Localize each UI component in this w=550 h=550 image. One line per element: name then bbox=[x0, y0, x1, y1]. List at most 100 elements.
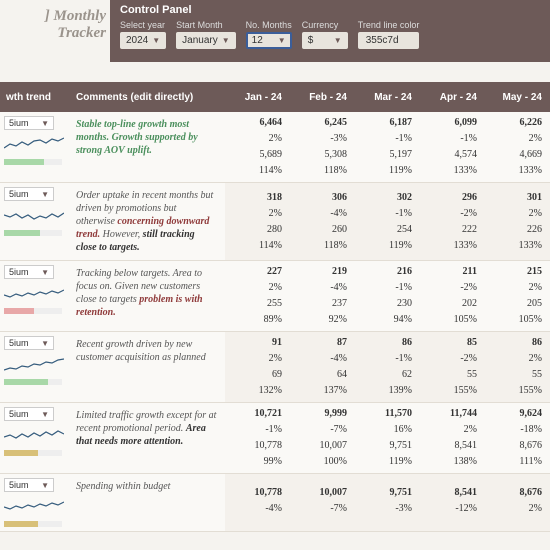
cp-year-label: Select year bbox=[120, 20, 166, 30]
data-cell: 912%69132% bbox=[225, 332, 290, 402]
data-cell: 10,778-4% bbox=[225, 474, 290, 531]
data-cell: 6,4642%5,689114% bbox=[225, 112, 290, 182]
trend-col: 5ium▼ bbox=[0, 261, 70, 331]
sparkline bbox=[4, 282, 64, 304]
col-header-trend: wth trend bbox=[0, 92, 70, 103]
title-area: ] Monthly Tracker bbox=[0, 0, 110, 62]
severity-select[interactable]: 5ium▼ bbox=[4, 478, 54, 492]
currency-value: $ bbox=[308, 35, 314, 46]
data-cell: 9,751-3% bbox=[355, 474, 420, 531]
severity-select[interactable]: 5ium▼ bbox=[4, 407, 54, 421]
metric-section: 5ium▼ Recent growth driven by new custome… bbox=[0, 332, 550, 403]
sparkline bbox=[4, 424, 64, 446]
cp-currency-label: Currency bbox=[302, 20, 348, 30]
chevron-down-icon: ▼ bbox=[152, 36, 160, 45]
comments-cell[interactable]: Stable top-line growth most months. Grow… bbox=[70, 112, 225, 182]
chevron-down-icon: ▼ bbox=[41, 190, 49, 199]
data-cell: 3012%226133% bbox=[485, 183, 550, 260]
control-panel: Control Panel Select year 2024 ▼ Start M… bbox=[110, 0, 550, 62]
comments-cell[interactable]: Tracking below targets. Area to focus on… bbox=[70, 261, 225, 331]
col-header-m1: Feb - 24 bbox=[290, 92, 355, 103]
trend-color-value[interactable]: 355c7d bbox=[358, 32, 420, 49]
mini-bar bbox=[4, 379, 62, 385]
mini-bar bbox=[4, 308, 62, 314]
severity-select[interactable]: 5ium▼ bbox=[4, 265, 54, 279]
data-cell: 6,2262%4,669133% bbox=[485, 112, 550, 182]
mini-bar bbox=[4, 230, 62, 236]
page-title: ] Monthly Tracker bbox=[0, 8, 106, 42]
data-cell: 219-4%23792% bbox=[290, 261, 355, 331]
data-cell: 87-4%64137% bbox=[290, 332, 355, 402]
data-cell: 296-2%222133% bbox=[420, 183, 485, 260]
severity-select[interactable]: 5ium▼ bbox=[4, 187, 54, 201]
mini-bar bbox=[4, 450, 62, 456]
cp-months-label: No. Months bbox=[246, 20, 292, 30]
data-cell: 86-1%62139% bbox=[355, 332, 420, 402]
data-cell: 10,721-1%10,77899% bbox=[225, 403, 290, 473]
data-cell: 9,999-7%10,007100% bbox=[290, 403, 355, 473]
col-header-m0: Jan - 24 bbox=[225, 92, 290, 103]
cp-start-month-label: Start Month bbox=[176, 20, 236, 30]
trend-col: 5ium▼ bbox=[0, 112, 70, 182]
months-value: 12 bbox=[252, 35, 263, 46]
chevron-down-icon: ▼ bbox=[41, 268, 49, 277]
metric-section: 5ium▼ Limited traffic growth except for a… bbox=[0, 403, 550, 474]
mini-bar bbox=[4, 159, 62, 165]
trend-col: 5ium▼ bbox=[0, 403, 70, 473]
data-cell: 9,624-18%8,676111% bbox=[485, 403, 550, 473]
cp-months: No. Months 12 ▼ bbox=[246, 20, 292, 49]
year-value: 2024 bbox=[126, 35, 148, 46]
months-select[interactable]: 12 ▼ bbox=[246, 32, 292, 49]
start-month-value: January bbox=[182, 35, 218, 46]
data-cell: 6,245-3%5,308118% bbox=[290, 112, 355, 182]
comments-cell[interactable]: Spending within budget bbox=[70, 474, 225, 531]
cp-trend-color: Trend line color 355c7d bbox=[358, 20, 420, 49]
severity-select[interactable]: 5ium▼ bbox=[4, 116, 54, 130]
col-header-m4: May - 24 bbox=[485, 92, 550, 103]
col-header-comments: Comments (edit directly) bbox=[70, 92, 225, 103]
currency-select[interactable]: $ ▼ bbox=[302, 32, 348, 49]
chevron-down-icon: ▼ bbox=[41, 410, 49, 419]
data-cell: 216-1%23094% bbox=[355, 261, 420, 331]
chevron-down-icon: ▼ bbox=[41, 481, 49, 490]
metric-section: 5ium▼ Stable top-line growth most months.… bbox=[0, 112, 550, 183]
control-panel-title: Control Panel bbox=[120, 4, 540, 16]
data-cell: 211-2%202105% bbox=[420, 261, 485, 331]
sparkline bbox=[4, 353, 64, 375]
chevron-down-icon: ▼ bbox=[41, 119, 49, 128]
data-cell: 85-2%55155% bbox=[420, 332, 485, 402]
sparkline bbox=[4, 204, 64, 226]
comments-cell[interactable]: Order uptake in recent months but driven… bbox=[70, 183, 225, 260]
data-cell: 2152%205105% bbox=[485, 261, 550, 331]
data-cell: 8,6762% bbox=[485, 474, 550, 531]
chevron-down-icon: ▼ bbox=[334, 36, 342, 45]
comments-cell[interactable]: Limited traffic growth except for at rec… bbox=[70, 403, 225, 473]
start-month-select[interactable]: January ▼ bbox=[176, 32, 236, 49]
comments-cell[interactable]: Recent growth driven by new customer acq… bbox=[70, 332, 225, 402]
cp-start-month: Start Month January ▼ bbox=[176, 20, 236, 49]
year-select[interactable]: 2024 ▼ bbox=[120, 32, 166, 49]
trend-col: 5ium▼ bbox=[0, 183, 70, 260]
data-cell: 6,187-1%5,197119% bbox=[355, 112, 420, 182]
data-cell: 6,099-1%4,574133% bbox=[420, 112, 485, 182]
control-panel-row: Select year 2024 ▼ Start Month January ▼… bbox=[120, 20, 540, 49]
header-row: ] Monthly Tracker Control Panel Select y… bbox=[0, 0, 550, 62]
cp-trend-color-label: Trend line color bbox=[358, 20, 420, 30]
metric-section: 5ium▼ Order uptake in recent months but d… bbox=[0, 183, 550, 261]
data-cell: 2272%25589% bbox=[225, 261, 290, 331]
data-cell: 302-1%254119% bbox=[355, 183, 420, 260]
chevron-down-icon: ▼ bbox=[222, 36, 230, 45]
cp-currency: Currency $ ▼ bbox=[302, 20, 348, 49]
severity-select[interactable]: 5ium▼ bbox=[4, 336, 54, 350]
column-header-row: wth trend Comments (edit directly) Jan -… bbox=[0, 82, 550, 112]
sparkline bbox=[4, 133, 64, 155]
trend-col: 5ium▼ bbox=[0, 332, 70, 402]
col-header-m2: Mar - 24 bbox=[355, 92, 420, 103]
mini-bar bbox=[4, 521, 62, 527]
data-area: 5ium▼ Stable top-line growth most months.… bbox=[0, 112, 550, 532]
data-cell: 862%55155% bbox=[485, 332, 550, 402]
data-cell: 306-4%260118% bbox=[290, 183, 355, 260]
cp-year: Select year 2024 ▼ bbox=[120, 20, 166, 49]
metric-section: 5ium▼Spending within budget10,778-4% 10,… bbox=[0, 474, 550, 532]
gap-row bbox=[0, 62, 550, 82]
